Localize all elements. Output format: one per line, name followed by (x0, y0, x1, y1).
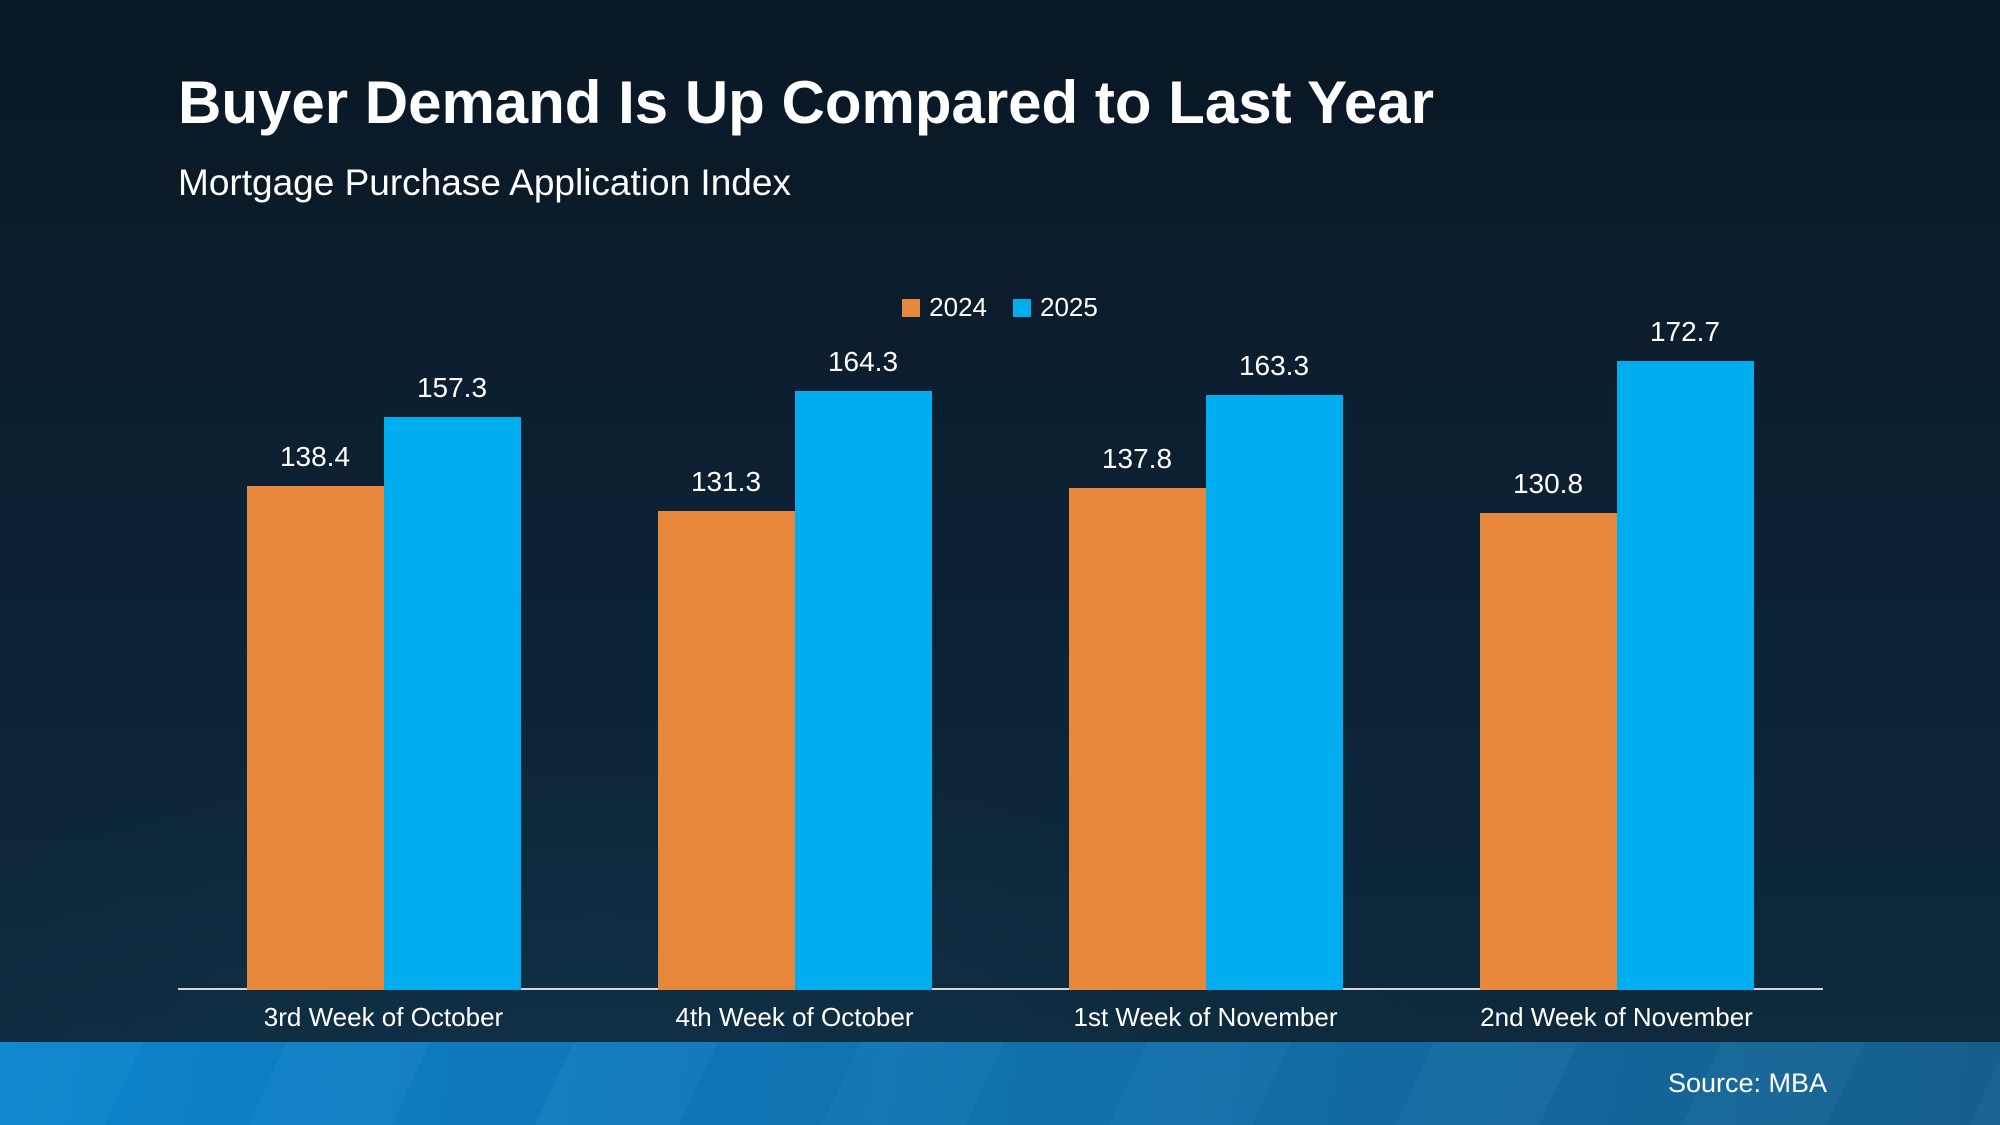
bar-2024-group2 (657, 511, 795, 990)
bar-2024-group4 (1479, 513, 1617, 990)
bar-2025-group3 (1205, 394, 1343, 990)
bar-value-label-2024-group4: 130.8 (1512, 468, 1584, 500)
bar-value-label-2024-group3: 137.8 (1101, 442, 1173, 474)
x-axis-category-label: 4th Week of October (675, 1002, 914, 1032)
bar-value-label-2025-group2: 164.3 (827, 346, 899, 378)
legend-label: 2025 (1040, 292, 1098, 322)
page-subtitle: Mortgage Purchase Application Index (178, 162, 791, 203)
legend-item-2025: 2025 (1013, 292, 1098, 323)
x-axis-category-label: 3rd Week of October (263, 1002, 504, 1032)
bar-2025-group2 (794, 391, 932, 990)
legend-marker-icon (902, 298, 921, 317)
bar-2025-group4 (1616, 360, 1754, 990)
x-axis-category-label: 1st Week of November (1073, 1002, 1338, 1032)
bar-value-label-2025-group3: 163.3 (1238, 349, 1310, 381)
x-axis-line (178, 988, 1823, 990)
bar-value-label-2024-group2: 131.3 (690, 466, 762, 498)
bar-2024-group3 (1068, 487, 1206, 990)
legend-marker-icon (1013, 298, 1031, 317)
x-axis-category-label: 2nd Week of November (1480, 1002, 1753, 1032)
chart-legend: 2024 2025 (0, 292, 2000, 323)
bar-value-label-2025-group1: 157.3 (416, 371, 488, 403)
legend-item-2024: 2024 (902, 292, 987, 323)
footer-bar: Source: MBA (0, 1042, 2000, 1125)
legend-label: 2024 (929, 292, 987, 322)
bar-2024-group1 (246, 485, 384, 990)
bar-value-label-2024-group1: 138.4 (279, 440, 351, 472)
bar-2025-group1 (383, 416, 521, 990)
page-title: Buyer Demand Is Up Compared to Last Year (178, 69, 1434, 136)
source-label: Source: MBA (1667, 1068, 1827, 1098)
bar-value-label-2025-group4: 172.7 (1649, 315, 1721, 347)
